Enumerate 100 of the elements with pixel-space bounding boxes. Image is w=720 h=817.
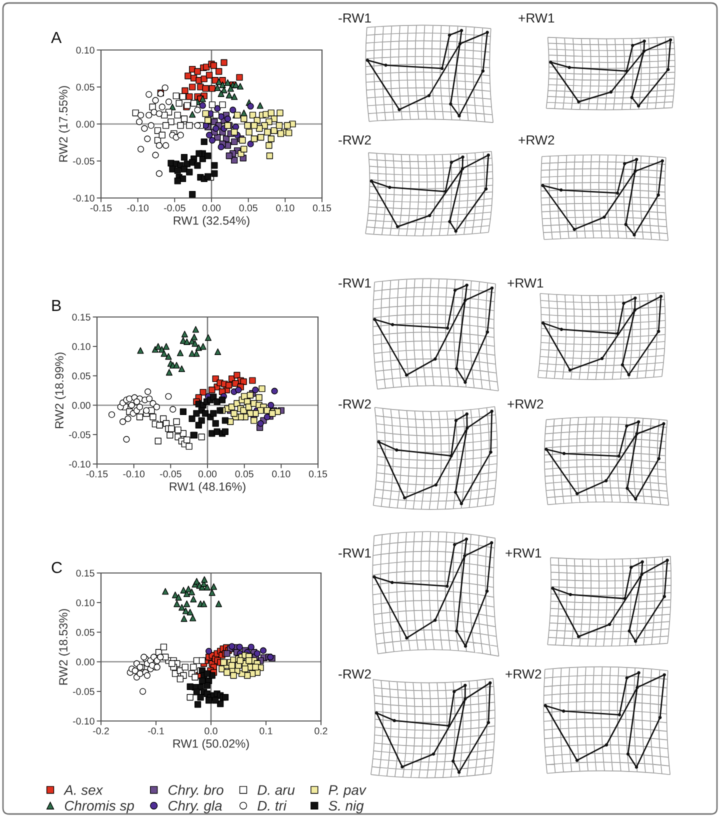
x-tick-label: 0.15 bbox=[308, 470, 328, 478]
point bbox=[186, 694, 194, 701]
point bbox=[289, 120, 296, 128]
x-axis-title: RW1 (32.54%) bbox=[174, 216, 250, 228]
text: -RW1 bbox=[338, 548, 371, 558]
point bbox=[232, 380, 239, 387]
point bbox=[236, 82, 244, 90]
point bbox=[220, 86, 228, 94]
point bbox=[192, 326, 200, 333]
text: -RW1 bbox=[338, 13, 371, 23]
point bbox=[174, 178, 181, 184]
point bbox=[176, 676, 184, 682]
point bbox=[224, 79, 232, 86]
point bbox=[190, 596, 197, 602]
point bbox=[168, 118, 174, 126]
point bbox=[174, 112, 181, 118]
point bbox=[286, 130, 292, 136]
point bbox=[236, 644, 243, 650]
point bbox=[268, 402, 274, 408]
point bbox=[252, 664, 259, 670]
point bbox=[173, 418, 180, 425]
point bbox=[277, 130, 284, 137]
point bbox=[228, 643, 236, 650]
point bbox=[250, 417, 258, 424]
x-tick-label: 0.1 bbox=[260, 728, 272, 734]
y-tick-label: 0.10 bbox=[76, 599, 94, 606]
x-tick-label: 0.05 bbox=[239, 204, 258, 212]
text: -RW2 bbox=[338, 669, 371, 679]
point bbox=[136, 414, 144, 420]
point bbox=[143, 407, 150, 414]
point bbox=[230, 410, 238, 417]
point bbox=[193, 410, 200, 417]
point bbox=[216, 68, 222, 75]
point bbox=[211, 170, 218, 177]
point bbox=[201, 576, 208, 583]
point bbox=[174, 600, 180, 608]
point bbox=[258, 134, 264, 141]
point bbox=[240, 146, 248, 152]
point bbox=[210, 62, 218, 69]
point bbox=[220, 59, 228, 66]
point bbox=[182, 87, 188, 94]
point bbox=[136, 404, 144, 410]
chart-title: C bbox=[52, 562, 62, 574]
point bbox=[266, 142, 272, 149]
point bbox=[248, 644, 254, 650]
x-tick-label: -0.2 bbox=[93, 728, 109, 734]
legend-label: P. pav bbox=[328, 785, 367, 798]
point bbox=[186, 683, 194, 690]
point bbox=[192, 674, 198, 680]
point bbox=[185, 586, 192, 592]
x-tick-label: 0.05 bbox=[235, 470, 254, 478]
point bbox=[208, 101, 216, 108]
text: -RW1 bbox=[338, 278, 371, 288]
point bbox=[208, 386, 216, 394]
point bbox=[181, 330, 188, 338]
x-tick-label: 0.0 bbox=[204, 728, 218, 734]
point bbox=[137, 347, 144, 354]
legend-label: Chromis sp bbox=[64, 800, 134, 814]
text: +RW1 bbox=[518, 13, 554, 23]
point bbox=[218, 90, 224, 97]
point bbox=[178, 604, 186, 611]
x-tick-label: 0.2 bbox=[314, 728, 328, 734]
point bbox=[228, 404, 236, 410]
point bbox=[235, 386, 242, 394]
point bbox=[180, 615, 188, 622]
point bbox=[264, 414, 270, 420]
text: +RW2 bbox=[518, 135, 554, 145]
point bbox=[240, 116, 248, 122]
point bbox=[208, 85, 216, 92]
point bbox=[192, 340, 198, 347]
y-tick-label: 0.00 bbox=[76, 658, 94, 666]
point bbox=[184, 600, 190, 608]
point bbox=[236, 74, 243, 81]
point bbox=[160, 350, 168, 357]
y-axis-title: RW2 (18.53%) bbox=[58, 609, 70, 685]
y-tick-label: 0.00 bbox=[72, 402, 90, 409]
point bbox=[276, 122, 283, 129]
point bbox=[180, 116, 188, 122]
point bbox=[231, 128, 238, 136]
legend-label: A. sex bbox=[63, 785, 104, 795]
point bbox=[172, 92, 180, 100]
x-tick-label: -0.1 bbox=[148, 728, 164, 734]
point bbox=[224, 116, 232, 122]
text: +RW2 bbox=[508, 399, 544, 409]
point bbox=[206, 132, 213, 138]
y-axis-title: RW2 (17.55%) bbox=[58, 86, 70, 162]
point bbox=[204, 334, 212, 341]
point bbox=[247, 102, 254, 110]
point bbox=[189, 159, 196, 166]
x-axis-title: RW1 (48.16%) bbox=[170, 482, 246, 494]
point bbox=[166, 368, 172, 376]
point bbox=[211, 162, 218, 169]
point bbox=[271, 388, 278, 394]
point bbox=[228, 662, 236, 669]
point bbox=[231, 93, 238, 100]
point bbox=[257, 420, 264, 427]
point bbox=[199, 102, 206, 109]
point bbox=[177, 122, 184, 129]
point bbox=[250, 122, 258, 129]
point bbox=[194, 122, 201, 129]
